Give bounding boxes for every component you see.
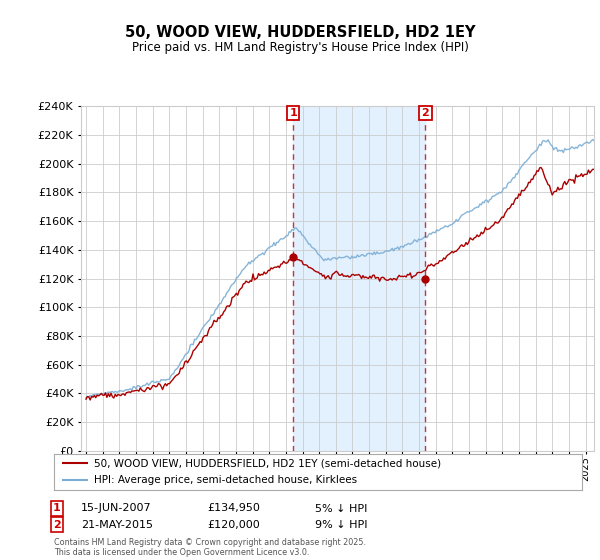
Text: £120,000: £120,000 [207,520,260,530]
Text: Price paid vs. HM Land Registry's House Price Index (HPI): Price paid vs. HM Land Registry's House … [131,41,469,54]
Text: 5% ↓ HPI: 5% ↓ HPI [315,503,367,514]
Text: £134,950: £134,950 [207,503,260,514]
Text: 1: 1 [53,503,61,514]
Text: Contains HM Land Registry data © Crown copyright and database right 2025.
This d: Contains HM Land Registry data © Crown c… [54,538,366,557]
Bar [293,106,425,451]
Text: 2: 2 [422,108,430,118]
Text: 15-JUN-2007: 15-JUN-2007 [81,503,152,514]
Text: 1: 1 [289,108,297,118]
Text: 50, WOOD VIEW, HUDDERSFIELD, HD2 1EY (semi-detached house): 50, WOOD VIEW, HUDDERSFIELD, HD2 1EY (se… [94,459,441,468]
Text: 2: 2 [53,520,61,530]
Text: 50, WOOD VIEW, HUDDERSFIELD, HD2 1EY: 50, WOOD VIEW, HUDDERSFIELD, HD2 1EY [125,25,475,40]
Text: HPI: Average price, semi-detached house, Kirklees: HPI: Average price, semi-detached house,… [94,475,357,485]
Text: 21-MAY-2015: 21-MAY-2015 [81,520,153,530]
Text: 9% ↓ HPI: 9% ↓ HPI [315,520,367,530]
